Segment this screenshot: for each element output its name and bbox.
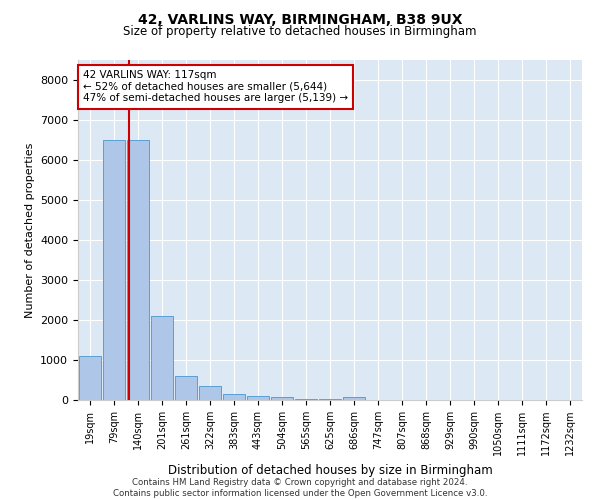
Bar bbox=[343, 397, 365, 400]
Bar bbox=[295, 399, 317, 400]
Bar bbox=[223, 394, 245, 400]
Text: 42, VARLINS WAY, BIRMINGHAM, B38 9UX: 42, VARLINS WAY, BIRMINGHAM, B38 9UX bbox=[138, 12, 462, 26]
Bar bbox=[103, 140, 125, 400]
Bar bbox=[247, 396, 269, 400]
Text: Contains HM Land Registry data © Crown copyright and database right 2024.
Contai: Contains HM Land Registry data © Crown c… bbox=[113, 478, 487, 498]
X-axis label: Distribution of detached houses by size in Birmingham: Distribution of detached houses by size … bbox=[167, 464, 493, 476]
Text: Size of property relative to detached houses in Birmingham: Size of property relative to detached ho… bbox=[123, 25, 477, 38]
Bar bbox=[79, 356, 101, 400]
Text: 42 VARLINS WAY: 117sqm
← 52% of detached houses are smaller (5,644)
47% of semi-: 42 VARLINS WAY: 117sqm ← 52% of detached… bbox=[83, 70, 348, 103]
Bar bbox=[127, 140, 149, 400]
Bar bbox=[175, 376, 197, 400]
Bar bbox=[271, 397, 293, 400]
Bar bbox=[151, 316, 173, 400]
Y-axis label: Number of detached properties: Number of detached properties bbox=[25, 142, 35, 318]
Bar bbox=[199, 386, 221, 400]
